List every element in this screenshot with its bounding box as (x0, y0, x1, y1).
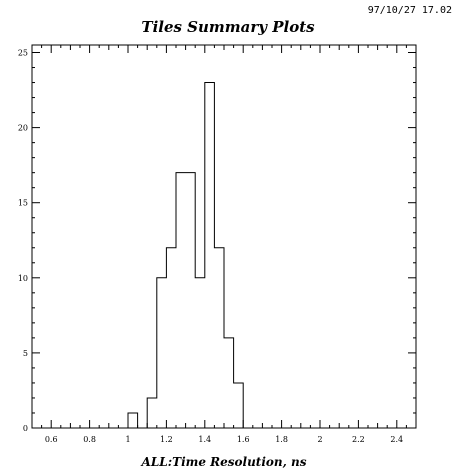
x-tick-label: 2.4 (390, 435, 403, 444)
histogram-bin (147, 398, 157, 428)
y-tick-label: 5 (23, 349, 28, 358)
x-tick-label: 0.8 (83, 435, 96, 444)
y-tick-label: 10 (18, 274, 28, 283)
x-tick-label: 0.6 (45, 435, 58, 444)
histogram-bin (166, 248, 176, 428)
histogram-bins (118, 82, 253, 429)
histogram-bin (157, 278, 167, 428)
x-axis-tick-labels: 0.6 0.8 1 1.2 1.4 1.6 1.8 2 2.2 2.4 (45, 435, 403, 444)
histogram-bin (128, 413, 138, 428)
x-tick-label: 1.4 (198, 435, 211, 444)
y-tick-label: 0 (23, 424, 28, 433)
chart-title: Tiles Summary Plots (141, 18, 315, 36)
x-tick-label: 1 (125, 435, 130, 444)
histogram-bin (176, 173, 186, 428)
timestamp: 97/10/27 17.02 (367, 5, 452, 16)
x-tick-label: 2.2 (352, 435, 365, 444)
histogram-bin (214, 248, 224, 428)
x-axis-ticks (31, 45, 417, 428)
x-tick-label: 1.6 (237, 435, 250, 444)
histogram-bin (234, 383, 244, 428)
x-axis-label: ALL:Time Resolution, ns (141, 455, 307, 469)
histogram-outline (118, 82, 253, 429)
y-tick-label: 15 (18, 199, 28, 208)
y-tick-label: 20 (18, 124, 28, 133)
histogram-bin (224, 338, 234, 428)
x-tick-label: 1.2 (160, 435, 173, 444)
y-axis-tick-labels: 0 5 10 15 20 25 (18, 49, 28, 433)
x-tick-label: 2 (317, 435, 322, 444)
x-tick-label: 1.8 (275, 435, 288, 444)
histogram-bin (195, 278, 205, 428)
histogram-bin (205, 83, 215, 428)
histogram-bin (186, 173, 196, 428)
y-tick-label: 25 (18, 49, 28, 58)
y-axis-ticks (32, 52, 416, 429)
plot-frame (31, 44, 417, 429)
